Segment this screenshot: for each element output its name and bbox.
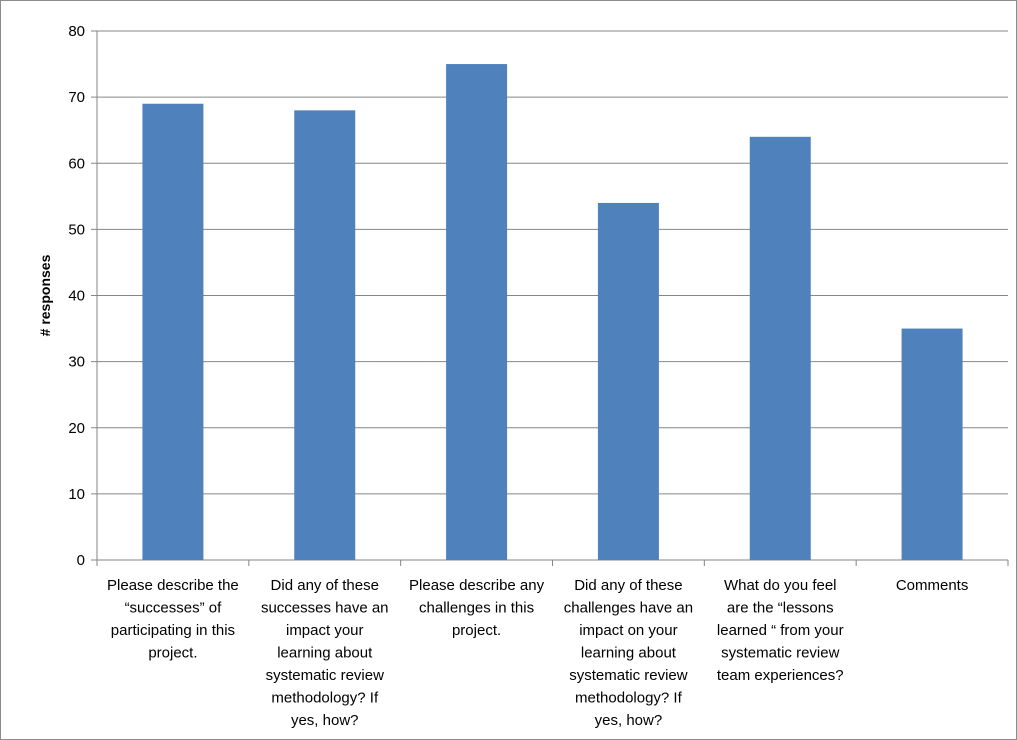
y-tick-label: 50 [68, 221, 85, 238]
bar [749, 136, 811, 561]
x-category-label-line: participating in this [111, 622, 235, 639]
bar [446, 64, 508, 560]
x-category-label-line: What do you feel [724, 577, 837, 594]
x-category-label-line: impact your [286, 622, 364, 639]
y-tick-label: 80 [68, 23, 85, 40]
y-tick-label: 70 [68, 89, 85, 106]
x-category-label-line: yes, how? [291, 712, 359, 729]
y-tick-label: 30 [68, 354, 85, 371]
x-category-label-line: successes have an [261, 600, 389, 617]
y-tick-label: 10 [68, 486, 85, 503]
x-category-label-line: systematic review [721, 645, 840, 662]
x-category-label: Did any of these challenges have an impact… [564, 577, 693, 729]
y-tick-label: 40 [68, 288, 85, 305]
x-category-label-line: Did any of these [574, 577, 682, 594]
x-category-label-line: team experiences? [717, 667, 844, 684]
bar [901, 328, 963, 560]
y-tick-label: 20 [68, 420, 85, 437]
x-category-label-line: learning about [581, 645, 677, 662]
x-category-label-line: yes, how? [595, 712, 663, 729]
x-category-label-line: Please describe the [107, 577, 239, 594]
x-category-label-line: impact on your [579, 622, 677, 639]
x-category-label-line: project. [148, 645, 197, 662]
bar [597, 202, 659, 561]
x-category-label-line: challenges in this [419, 600, 534, 617]
x-category-label-line: “successes” of [125, 600, 223, 617]
bar [294, 110, 356, 560]
x-category-label: Please describe the “successes” of partici… [107, 577, 239, 662]
bar [142, 103, 204, 561]
x-category-label-line: are the “lessons [727, 600, 834, 617]
x-category-label-line: Please describe any [409, 577, 545, 594]
x-category-label: Comments [896, 577, 969, 594]
x-category-label: Please describe any challenges in this pro… [409, 577, 545, 639]
x-category-label-line: challenges have an [564, 600, 693, 617]
x-category-label-line: methodology? If [575, 690, 683, 707]
x-category-label-line: systematic review [569, 667, 688, 684]
x-category-label-line: project. [452, 622, 501, 639]
x-category-label-line: learned “ from your [717, 622, 844, 639]
x-category-label-line: Did any of these [271, 577, 379, 594]
x-category-label-line: learning about [277, 645, 373, 662]
y-axis-label: # responses [37, 254, 53, 336]
y-tick-label: 0 [77, 552, 85, 569]
x-category-label: What do you feel are the “lessons learned … [717, 577, 844, 684]
y-tick-label: 60 [68, 155, 85, 172]
x-category-label: Did any of these successes have an impact … [261, 577, 389, 729]
x-category-label-line: Comments [896, 577, 969, 594]
x-category-label-line: methodology? If [271, 690, 379, 707]
x-category-label-line: systematic review [266, 667, 385, 684]
